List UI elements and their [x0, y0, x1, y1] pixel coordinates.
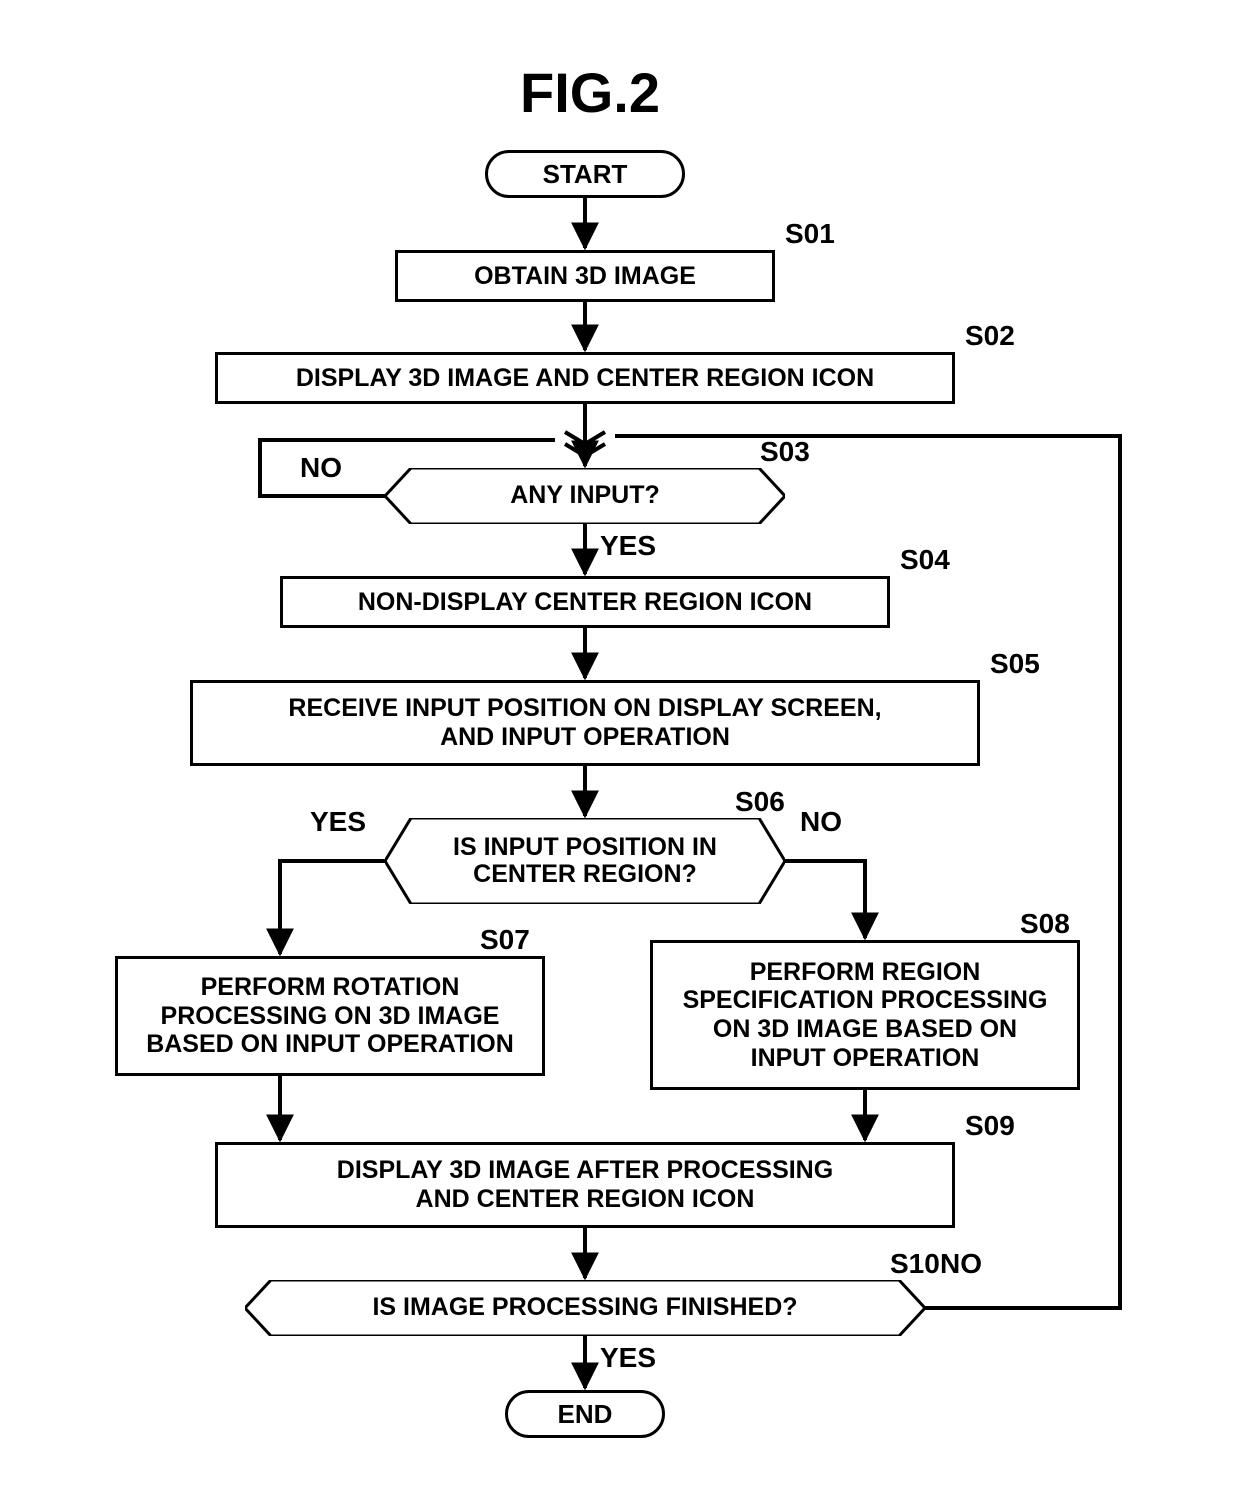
branch-s10-yes: YES [600, 1342, 656, 1374]
step-id-s02: S02 [965, 320, 1015, 352]
process-s04-text: NON-DISPLAY CENTER REGION ICON [358, 588, 812, 617]
process-s01-text: OBTAIN 3D IMAGE [474, 262, 696, 291]
decision-s03: ANY INPUT? [385, 468, 785, 524]
process-s01: OBTAIN 3D IMAGE [395, 250, 775, 302]
step-id-s01: S01 [785, 218, 835, 250]
branch-s10-no: NO [940, 1248, 982, 1280]
branch-s03-no: NO [300, 452, 342, 484]
process-s04: NON-DISPLAY CENTER REGION ICON [280, 576, 890, 628]
process-s09: DISPLAY 3D IMAGE AFTER PROCESSING AND CE… [215, 1142, 955, 1228]
step-id-s04: S04 [900, 544, 950, 576]
step-id-s05: S05 [990, 648, 1040, 680]
end-terminator: END [505, 1390, 665, 1438]
process-s05: RECEIVE INPUT POSITION ON DISPLAY SCREEN… [190, 680, 980, 766]
decision-s10: IS IMAGE PROCESSING FINISHED? [245, 1280, 925, 1336]
branch-s06-yes: YES [310, 806, 366, 838]
end-label: END [558, 1399, 613, 1430]
step-id-s06: S06 [735, 786, 785, 818]
process-s05-text: RECEIVE INPUT POSITION ON DISPLAY SCREEN… [288, 694, 881, 752]
process-s07-text: PERFORM ROTATION PROCESSING ON 3D IMAGE … [146, 973, 514, 1059]
process-s09-text: DISPLAY 3D IMAGE AFTER PROCESSING AND CE… [337, 1156, 833, 1214]
start-terminator: START [485, 150, 685, 198]
step-id-s09: S09 [965, 1110, 1015, 1142]
start-label: START [543, 159, 628, 190]
process-s08: PERFORM REGION SPECIFICATION PROCESSING … [650, 940, 1080, 1090]
branch-s06-no: NO [800, 806, 842, 838]
branch-s03-yes: YES [600, 530, 656, 562]
step-id-s08: S08 [1020, 908, 1070, 940]
flowchart-canvas: FIG.2 START S01 OBTAIN 3D IMAGE S02 DISP… [0, 0, 1240, 1489]
decision-s03-text: ANY INPUT? [510, 482, 660, 510]
decision-s06: IS INPUT POSITION IN CENTER REGION? [385, 818, 785, 904]
process-s02-text: DISPLAY 3D IMAGE AND CENTER REGION ICON [296, 364, 874, 393]
step-id-s03: S03 [760, 436, 810, 468]
process-s07: PERFORM ROTATION PROCESSING ON 3D IMAGE … [115, 956, 545, 1076]
step-id-s10: S10 [890, 1248, 940, 1280]
decision-s06-text: IS INPUT POSITION IN CENTER REGION? [453, 834, 717, 889]
decision-s10-text: IS IMAGE PROCESSING FINISHED? [372, 1294, 797, 1322]
process-s08-text: PERFORM REGION SPECIFICATION PROCESSING … [683, 958, 1048, 1073]
process-s02: DISPLAY 3D IMAGE AND CENTER REGION ICON [215, 352, 955, 404]
figure-title: FIG.2 [440, 60, 740, 125]
step-id-s07: S07 [480, 924, 530, 956]
